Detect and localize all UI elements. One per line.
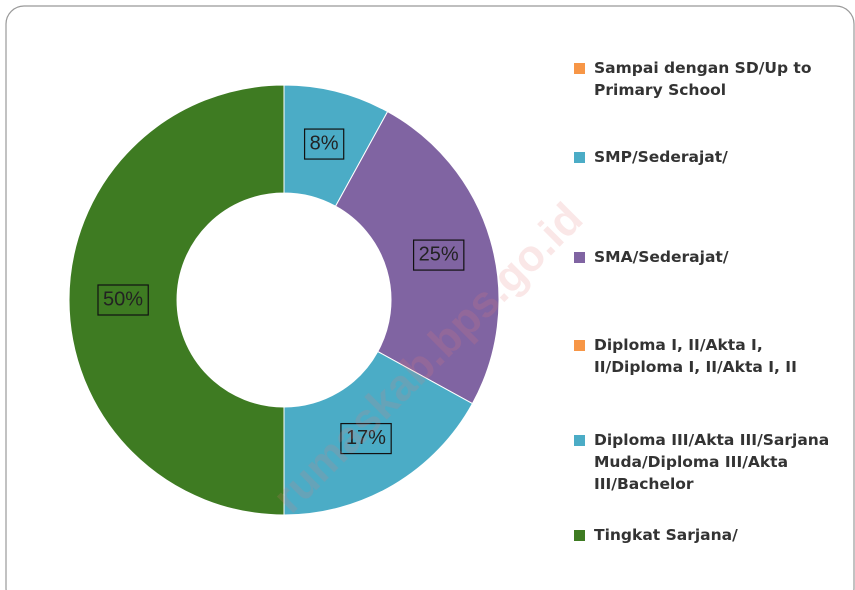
legend-swatch [574,252,585,263]
legend-swatch [574,530,585,541]
data-label: 50% [103,288,143,310]
legend-label: Diploma I, II/Akta I, II/Diploma I, II/A… [594,336,797,376]
legend-label: Tingkat Sarjana/ [594,526,738,544]
data-label-box [97,284,149,316]
legend-item: Diploma I, II/Akta I, II/Diploma I, II/A… [572,334,847,378]
legend-label: SMP/Sederajat/ [594,148,728,166]
legend-label: SMA/Sederajat/ [594,248,729,266]
legend-label: Sampai dengan SD/Up to Primary School [594,59,812,99]
data-label-box [340,422,392,455]
data-label: 17% [346,427,386,449]
legend-swatch [574,340,585,351]
slice [334,110,500,405]
data-label: 25% [419,243,459,265]
legend-item: SMA/Sederajat/ [572,246,847,268]
slice [283,350,474,516]
legend-swatch [574,63,585,74]
legend-label: Diploma III/Akta III/Sarjana Muda/Diplom… [594,431,830,493]
legend-item: SMP/Sederajat/ [572,146,847,168]
slice [68,84,285,516]
legend-swatch [574,435,585,446]
data-label-box [303,128,345,160]
legend-item: Diploma III/Akta III/Sarjana Muda/Diplom… [572,429,847,495]
legend-item: Sampai dengan SD/Up to Primary School [572,57,847,101]
data-label: 8% [310,132,339,154]
legend-item: Tingkat Sarjana/ [572,524,847,546]
legend-swatch [574,152,585,163]
data-label-box [412,239,465,271]
